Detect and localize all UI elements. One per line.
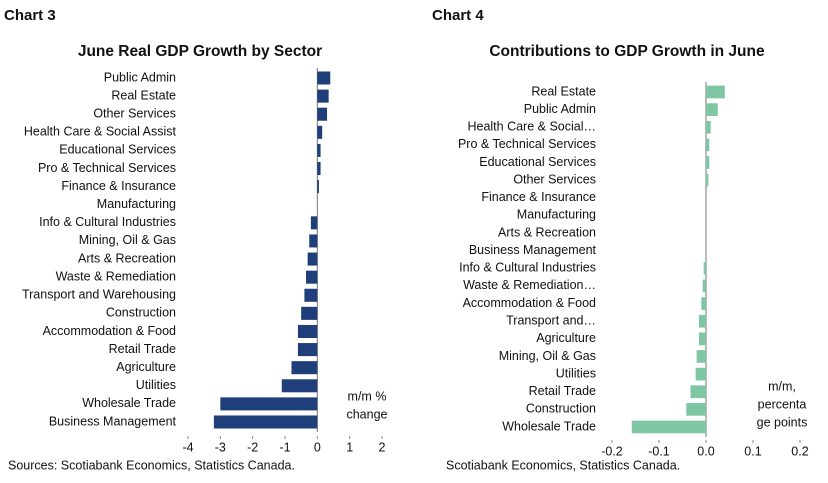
bar [291, 361, 318, 375]
bar [304, 288, 318, 302]
bar [317, 162, 321, 176]
bar [698, 332, 706, 346]
x-tick-label: -0.2 [601, 444, 623, 458]
category-label: Pro & Technical Services [38, 161, 176, 175]
bar [703, 261, 706, 275]
x-tick-label: 1 [346, 440, 353, 454]
category-label: Pro & Technical Services [458, 137, 596, 151]
bar [317, 107, 328, 121]
chart-title: Contributions to GDP Growth in June [489, 43, 765, 60]
category-label: Mining, Oil & Gas [79, 233, 176, 247]
category-label: Manufacturing [517, 208, 596, 222]
category-label: Finance & Insurance [481, 190, 596, 204]
bar [310, 216, 318, 230]
category-label: Educational Services [479, 155, 596, 169]
category-label: Business Management [469, 243, 597, 257]
x-tick-label: 0 [314, 440, 321, 454]
category-label: Accommodation & Food [463, 296, 596, 310]
bar [701, 297, 706, 310]
category-label: Waste & Remediation [56, 269, 176, 283]
bar [698, 314, 706, 328]
bar [706, 173, 709, 187]
category-label: Retail Trade [109, 342, 176, 356]
source-note: Sources: Scotiabank Economics, Statistic… [8, 458, 295, 472]
category-label: Wholesale Trade [82, 396, 176, 410]
category-label: Real Estate [531, 84, 596, 98]
category-label: Arts & Recreation [78, 251, 176, 265]
category-label: Other Services [93, 107, 176, 121]
category-label: Finance & Insurance [61, 179, 176, 193]
x-tick-label: -0.1 [648, 444, 670, 458]
bar [297, 324, 318, 338]
category-label: Real Estate [111, 88, 176, 102]
category-label: Accommodation & Food [43, 324, 176, 338]
bar [309, 234, 318, 248]
category-label: Wholesale Trade [502, 419, 596, 433]
bar [686, 403, 706, 416]
annotation: percenta [758, 397, 807, 411]
category-label: Mining, Oil & Gas [499, 349, 596, 363]
bar [696, 350, 706, 363]
category-label: Public Admin [104, 70, 176, 84]
bar [631, 420, 706, 434]
bar [706, 103, 718, 116]
category-label: Utilities [556, 366, 596, 380]
annotation: ge points [757, 415, 808, 429]
x-tick-label: 2 [379, 440, 386, 454]
annotation: m/m, [768, 379, 796, 393]
bar [306, 270, 318, 284]
bar [706, 138, 710, 152]
category-label: Health Care & Social… [467, 120, 596, 134]
x-tick-label: 0.2 [791, 444, 808, 458]
chart-heading: Chart 3 [4, 7, 56, 24]
category-label: Construction [106, 306, 176, 320]
annotation: change [346, 407, 387, 421]
source-note: Scotiabank Economics, Statistics Canada. [446, 458, 680, 472]
category-label: Other Services [513, 172, 596, 186]
bar [317, 180, 319, 194]
bar [706, 85, 725, 99]
category-label: Agriculture [536, 331, 596, 345]
bar [213, 415, 318, 429]
category-label: Arts & Recreation [498, 225, 596, 239]
bar [297, 343, 318, 357]
category-label: Manufacturing [97, 197, 176, 211]
bar [317, 71, 331, 85]
category-label: Health Care & Social Assist [24, 125, 177, 139]
x-tick-label: -4 [182, 440, 193, 454]
bar [317, 125, 323, 139]
bar [220, 397, 318, 411]
category-label: Construction [526, 402, 596, 416]
category-label: Business Management [49, 414, 177, 428]
bar [317, 143, 321, 157]
category-label: Transport and Warehousing [22, 288, 176, 302]
category-label: Info & Cultural Industries [39, 215, 176, 229]
bar [281, 379, 318, 393]
annotation: m/m % [348, 389, 387, 403]
bar [695, 367, 706, 381]
x-tick-label: -2 [247, 440, 258, 454]
category-label: Retail Trade [529, 384, 596, 398]
category-label: Agriculture [116, 360, 176, 374]
bar [317, 89, 329, 103]
category-label: Educational Services [59, 143, 176, 157]
x-tick-label: 0.0 [697, 444, 714, 458]
bar [702, 279, 706, 293]
category-label: Utilities [136, 378, 176, 392]
x-tick-label: -3 [215, 440, 226, 454]
bar [690, 385, 706, 399]
bar [301, 306, 318, 320]
x-tick-label: -1 [279, 440, 290, 454]
chart-title: June Real GDP Growth by Sector [78, 43, 322, 60]
x-tick-label: 0.1 [744, 444, 761, 458]
bar [706, 156, 710, 169]
bar [706, 120, 711, 134]
category-label: Public Admin [524, 102, 596, 116]
category-label: Transport and… [506, 314, 596, 328]
category-label: Info & Cultural Industries [459, 261, 596, 275]
bar [307, 252, 318, 266]
chart-heading: Chart 4 [432, 7, 484, 24]
category-label: Waste & Remediation… [463, 278, 596, 292]
